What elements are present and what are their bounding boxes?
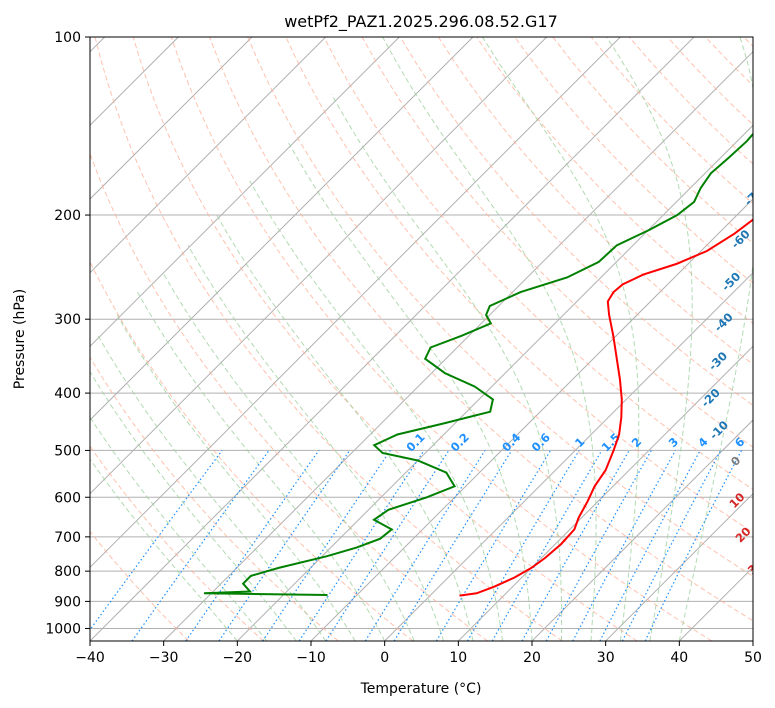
x-axis-label: Temperature (°C) bbox=[360, 681, 482, 697]
isotherm--20 bbox=[236, 124, 753, 641]
dry-adiabats bbox=[90, 37, 753, 641]
moist-adiabat-20 bbox=[287, 140, 533, 641]
mixing-ratio-line-0.6 bbox=[218, 450, 351, 641]
isotherm--50 bbox=[90, 37, 621, 569]
x-tick-label: 20 bbox=[523, 650, 541, 666]
isotherm--30 bbox=[163, 50, 753, 641]
dry-adiabat-110 bbox=[437, 37, 753, 365]
dry-adiabat-100 bbox=[399, 37, 753, 407]
x-tick-label: 40 bbox=[670, 650, 688, 666]
isotherm-20 bbox=[531, 419, 753, 641]
dry-adiabat-0 bbox=[90, 260, 414, 641]
x-tick-label: −40 bbox=[75, 650, 105, 666]
temperature-line bbox=[459, 218, 753, 597]
isotherm--80 bbox=[90, 37, 400, 348]
y-tick-label: 400 bbox=[54, 386, 81, 402]
dry-adiabat-label: -70 bbox=[741, 184, 766, 209]
moist-adiabat--16 bbox=[90, 416, 268, 641]
plot-frame bbox=[89, 36, 754, 642]
y-tick-label: 700 bbox=[54, 530, 81, 546]
moist-adiabats bbox=[90, 37, 753, 641]
dry-adiabat-80 bbox=[323, 37, 753, 491]
isotherm-10 bbox=[457, 345, 753, 641]
y-tick-label: 300 bbox=[54, 312, 81, 328]
isotherm-30 bbox=[605, 492, 753, 641]
y-axis-label: Pressure (hPa) bbox=[12, 289, 28, 389]
moist-adiabat--8 bbox=[97, 335, 327, 641]
x-tick-label: −30 bbox=[149, 650, 179, 666]
dry-adiabat-10 bbox=[90, 152, 488, 641]
mixing-ratio-line-0.4 bbox=[185, 450, 320, 641]
dry-adiabat-50 bbox=[209, 37, 753, 622]
dry-adiabat--20 bbox=[90, 445, 264, 641]
moist-adiabat--20 bbox=[90, 458, 238, 641]
isobar-gridlines bbox=[90, 37, 753, 629]
y-tick-label: 200 bbox=[54, 208, 81, 224]
x-axis-ticks: −40 −30 −20 −10 0 10 20 30 40 50 bbox=[75, 641, 762, 666]
y-tick-label: 100 bbox=[54, 30, 81, 46]
mixing-ratio-line-20 bbox=[572, 450, 677, 641]
mixing-ratio-line-36 bbox=[644, 450, 743, 641]
moist-adiabat-36 bbox=[606, 37, 693, 641]
mixing-ratio-line-0.1 bbox=[90, 450, 223, 631]
mixing-ratio-line-2 bbox=[325, 450, 450, 641]
y-axis-ticks: 1000 900 800 700 600 500 400 300 200 100 bbox=[45, 30, 90, 638]
x-tick-label: −10 bbox=[296, 650, 326, 666]
y-tick-label: 800 bbox=[54, 564, 81, 580]
x-tick-label: 50 bbox=[744, 650, 762, 666]
x-tick-label: 0 bbox=[380, 650, 389, 666]
moist-adiabat-4 bbox=[162, 272, 415, 641]
moist-adiabat-0 bbox=[137, 291, 386, 641]
dry-adiabat-40 bbox=[170, 37, 712, 641]
skewed-isotherms bbox=[90, 37, 753, 641]
dry-adiabat--10 bbox=[90, 356, 339, 641]
chart-title: wetPf2_PAZ1.2025.296.08.52.G17 bbox=[284, 12, 558, 32]
y-tick-label: 500 bbox=[54, 443, 81, 459]
mixing-ratio-line-1.5 bbox=[298, 450, 425, 641]
isotherm--90 bbox=[90, 37, 327, 274]
dry-adiabat-130 bbox=[514, 37, 753, 284]
dry-adiabat-20 bbox=[94, 37, 563, 641]
x-tick-label: 30 bbox=[597, 650, 615, 666]
isotherm--100 bbox=[90, 37, 253, 200]
moist-adiabat-40 bbox=[678, 37, 753, 641]
isotherm--60 bbox=[90, 37, 548, 495]
y-tick-label: 900 bbox=[54, 594, 81, 610]
dry-adiabat-60 bbox=[247, 37, 753, 577]
dry-adiabat-30 bbox=[132, 37, 638, 641]
dry-adiabat--30 bbox=[90, 530, 190, 641]
isotherm--40 bbox=[90, 37, 695, 641]
x-tick-label: 10 bbox=[449, 650, 467, 666]
moist-adiabat-24 bbox=[331, 94, 563, 641]
curve-labels: -100-90-80-70-60-50-40-30-20-10010203040… bbox=[403, 184, 766, 577]
dewpoint-line bbox=[203, 132, 753, 596]
plot-area: -100-90-80-70-60-50-40-30-20-10010203040… bbox=[90, 37, 766, 641]
mixing-ratio-line-1 bbox=[262, 450, 391, 641]
x-tick-label: −20 bbox=[223, 650, 253, 666]
y-tick-label: 600 bbox=[54, 490, 81, 506]
mixing-ratio-line-4 bbox=[393, 450, 513, 641]
mixing-ratio-line-30 bbox=[621, 450, 722, 641]
y-tick-label: 1000 bbox=[45, 622, 81, 638]
moist-adiabat-32 bbox=[481, 37, 640, 641]
isotherm--70 bbox=[90, 37, 474, 421]
mixing-ratio-line-13 bbox=[521, 450, 630, 641]
mixing-ratio-line-16 bbox=[545, 450, 652, 641]
isotherm-0 bbox=[384, 271, 753, 641]
moist-adiabat-label: 30 bbox=[745, 556, 766, 577]
mixing-ratio-lines bbox=[90, 450, 743, 641]
mixing-ratio-line-0.2 bbox=[131, 450, 270, 641]
